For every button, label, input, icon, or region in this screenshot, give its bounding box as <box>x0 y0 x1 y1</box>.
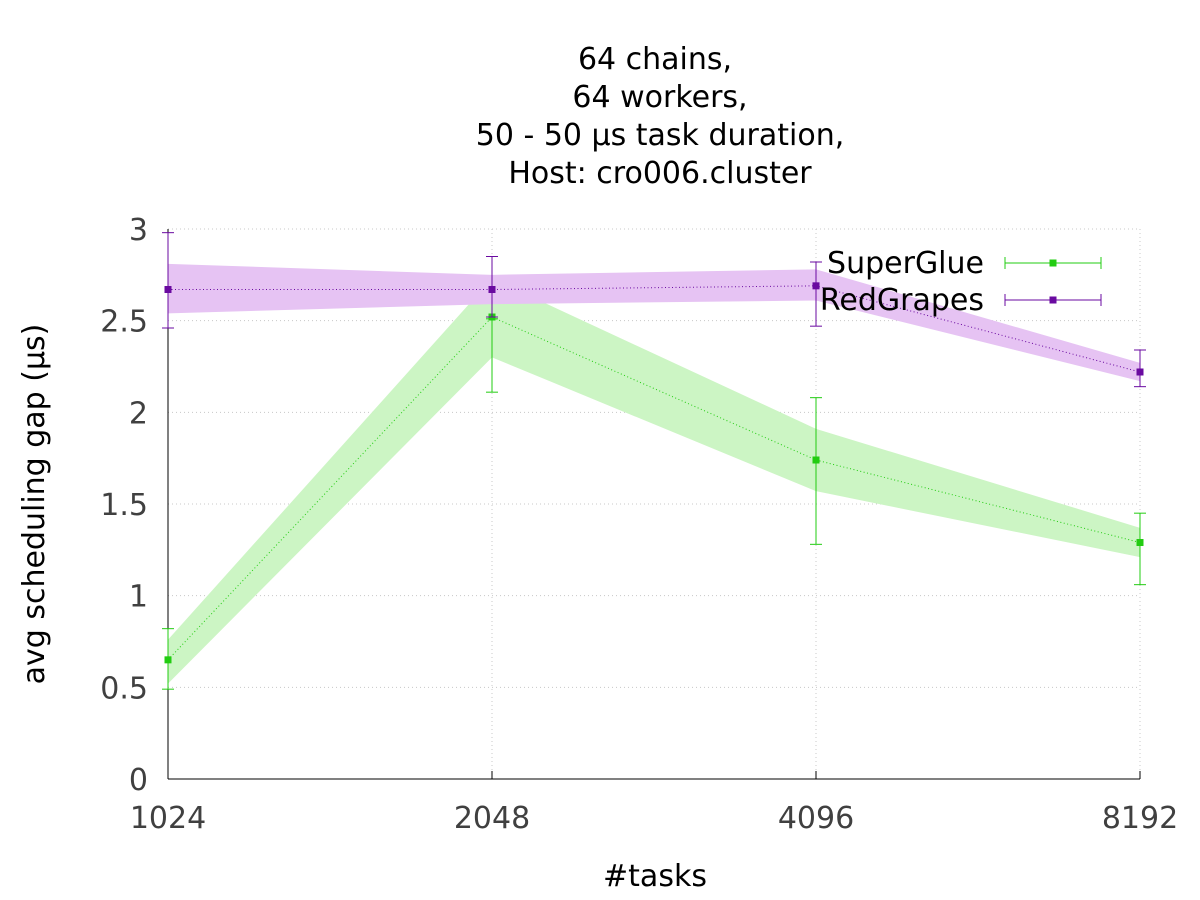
confidence-band-superglue <box>168 278 1140 684</box>
legend-marker-superglue <box>1049 259 1057 267</box>
confidence-band-redgrapes <box>168 263 1140 382</box>
x-tick-label: 1024 <box>130 801 206 836</box>
data-point-superglue <box>164 656 172 664</box>
chart-title: 64 chains, 64 workers, 50 - 50 µs task d… <box>476 42 845 191</box>
y-tick-label: 1.5 <box>100 488 148 523</box>
y-tick-label: 0 <box>129 763 148 798</box>
y-tick-label: 2 <box>129 396 148 431</box>
x-tick-label: 2048 <box>454 801 530 836</box>
data-point-superglue <box>812 456 820 464</box>
x-tick-label: 4096 <box>778 801 854 836</box>
x-tick-label: 8192 <box>1102 801 1178 836</box>
series-layer <box>162 232 1146 690</box>
title-line-4: Host: cro006.cluster <box>508 156 812 191</box>
y-tick-label: 1 <box>129 580 148 615</box>
legend-label-redgrapes: RedGrapes <box>820 283 984 318</box>
series-line-redgrapes <box>168 285 1141 373</box>
title-line-3: 50 - 50 µs task duration, <box>476 118 845 153</box>
data-point-redgrapes <box>164 286 172 293</box>
y-tick-label: 3 <box>129 213 148 248</box>
x-axis-label: #tasks <box>603 859 707 894</box>
data-point-redgrapes <box>488 286 496 293</box>
y-tick-label: 0.5 <box>100 671 148 706</box>
data-point-redgrapes <box>812 282 820 290</box>
data-point-superglue <box>1136 539 1144 546</box>
confidence-bands <box>168 263 1140 684</box>
legend-label-superglue: SuperGlue <box>827 246 984 281</box>
title-line-2: 64 workers, <box>572 80 747 115</box>
legend-marker-redgrapes <box>1049 296 1057 304</box>
tick-labels: 0 0.5 1 1.5 2 2.5 3 1024 2048 4096 8192 <box>100 213 1178 836</box>
y-tick-label: 2.5 <box>100 305 148 340</box>
title-line-1: 64 chains, <box>578 42 732 77</box>
y-axis-label: avg scheduling gap (µs) <box>17 324 52 685</box>
data-point-redgrapes <box>1136 368 1144 376</box>
